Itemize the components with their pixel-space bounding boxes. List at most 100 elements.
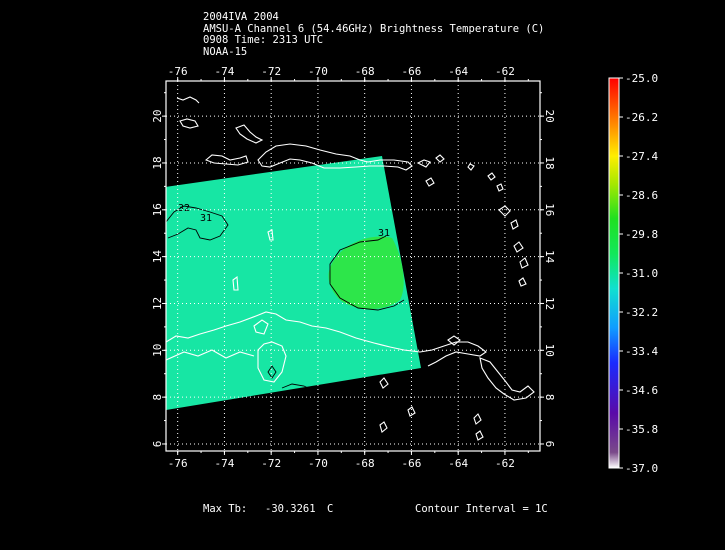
lon-label-bottom: -68 <box>355 457 375 470</box>
contour-label-group: 32 31 31 <box>178 203 390 239</box>
lon-label-bottom: -74 <box>215 457 235 470</box>
coastline-island-10 <box>518 277 527 287</box>
lat-label-left: 16 <box>151 203 164 216</box>
coastline-island-11 <box>267 229 274 241</box>
coastline-island-4 <box>487 172 496 181</box>
colorbar-label: -29.8 <box>625 228 658 241</box>
satellite-swath <box>166 156 421 410</box>
lon-label-bottom: -64 <box>448 457 468 470</box>
coastline-south-america <box>166 311 487 367</box>
contour-31 <box>329 235 405 311</box>
lon-label-top: -68 <box>355 65 375 78</box>
channel-title: AMSU-A Channel 6 (54.46GHz) Brightness T… <box>203 22 545 35</box>
coastline-island-8 <box>513 241 524 253</box>
coastline-puerto-rico <box>416 159 431 168</box>
lon-label-bottom: -76 <box>168 457 188 470</box>
colorbar-ticks: -25.0 -26.2 -27.4 -28.6 -29.8 -31.0 -32.2 -33.4… <box>619 72 658 475</box>
coastline-cuba-east <box>235 124 264 144</box>
lat-label-right: 6 <box>543 441 556 448</box>
contour-label: 31 <box>200 213 212 224</box>
coastline-guyana <box>479 357 535 401</box>
colorbar-gradient <box>608 77 620 469</box>
coastline-island-5 <box>496 183 504 192</box>
lat-label-left: 6 <box>151 441 164 448</box>
coastline-island-2 <box>425 177 435 187</box>
coastline-peninsula <box>253 319 269 335</box>
warm-core-region <box>328 236 404 309</box>
colorbar-label: -28.6 <box>625 189 658 202</box>
coastline-island-14 <box>407 406 416 417</box>
lon-label-top: -76 <box>168 65 188 78</box>
lat-label-left: 14 <box>151 250 164 264</box>
axis-labels: -76 -76 -74 -74 -72 -72 -70 -70 -68 -68 -66 -66 -64 -… <box>151 65 556 470</box>
lat-label-right: 8 <box>543 394 556 401</box>
coastline-jamaica <box>204 154 249 166</box>
coastline-trinidad <box>447 335 461 346</box>
contour-32 <box>166 205 229 241</box>
coastline-island-7 <box>510 219 519 230</box>
contour-small <box>267 365 277 379</box>
contour-label: 31 <box>378 228 390 239</box>
coastline-island-13 <box>379 377 389 389</box>
coastline-island-6 <box>498 205 511 217</box>
lat-label-right: 16 <box>543 203 556 216</box>
colorbar-label: -26.2 <box>625 111 658 124</box>
temperature-contours <box>166 205 405 391</box>
colorbar-label: -25.0 <box>625 72 658 85</box>
colorbar-label: -33.4 <box>625 345 658 358</box>
coastline-island-1 <box>435 154 445 163</box>
lat-label-right: 10 <box>543 344 556 357</box>
lon-label-top: -64 <box>448 65 468 78</box>
lat-label-right: 12 <box>543 297 556 310</box>
lat-lon-grid <box>166 81 540 451</box>
contour-interval: Contour Interval = 1C <box>415 503 548 515</box>
coastline-island-17 <box>475 430 484 441</box>
lon-label-top: -72 <box>261 65 281 78</box>
max-tb-label: Max Tb: <box>203 503 248 515</box>
lon-label-bottom: -72 <box>261 457 281 470</box>
storm-title: 2004IVA 2004 <box>203 11 279 23</box>
colorbar-label: -35.8 <box>625 423 658 436</box>
coastline-island-16 <box>473 413 482 425</box>
lat-label-left: 12 <box>151 297 164 310</box>
coastlines <box>166 96 535 441</box>
lat-label-right: 18 <box>543 156 556 169</box>
max-tb-value: -30.3261 <box>265 503 316 515</box>
coastline-cuba-west <box>176 96 200 104</box>
satellite-title: NOAA-15 <box>203 45 248 58</box>
lat-label-right: 20 <box>543 110 556 123</box>
lon-label-bottom: -70 <box>308 457 328 470</box>
coastline-island-9 <box>519 257 529 269</box>
colorbar-label: -31.0 <box>625 267 658 280</box>
axis-ticks <box>162 77 544 455</box>
lat-label-left: 20 <box>151 110 164 123</box>
lon-label-top: -66 <box>402 65 422 78</box>
coastline-hispaniola <box>257 143 413 171</box>
plot-header: 2004IVA 2004 AMSU-A Channel 6 (54.46GHz)… <box>203 11 545 58</box>
lon-label-top: -62 <box>495 65 515 78</box>
contour-label: 32 <box>178 203 190 214</box>
coastline-island-12 <box>232 275 239 291</box>
lat-label-left: 8 <box>151 394 164 401</box>
max-tb-unit: C <box>327 503 334 515</box>
lon-label-top: -70 <box>308 65 328 78</box>
lat-label-left: 10 <box>151 344 164 357</box>
lat-label-left: 18 <box>151 156 164 169</box>
contour-south <box>281 383 313 391</box>
coastline-island-15 <box>379 421 388 433</box>
coastline-lake-maracaibo <box>257 341 287 383</box>
lat-label-right: 14 <box>543 250 556 264</box>
colorbar-label: -37.0 <box>625 462 658 475</box>
colorbar-label: -34.6 <box>625 384 658 397</box>
colorbar-label: -27.4 <box>625 150 658 163</box>
coastline-island-3 <box>467 163 475 171</box>
time-title: 0908 Time: 2313 UTC <box>203 34 324 46</box>
coastline-colombia <box>166 349 255 361</box>
lon-label-top: -74 <box>215 65 235 78</box>
map-frame <box>165 80 541 452</box>
colorbar-label: -32.2 <box>625 306 658 319</box>
coastline-cuba-isle <box>179 118 199 129</box>
lon-label-bottom: -66 <box>402 457 422 470</box>
